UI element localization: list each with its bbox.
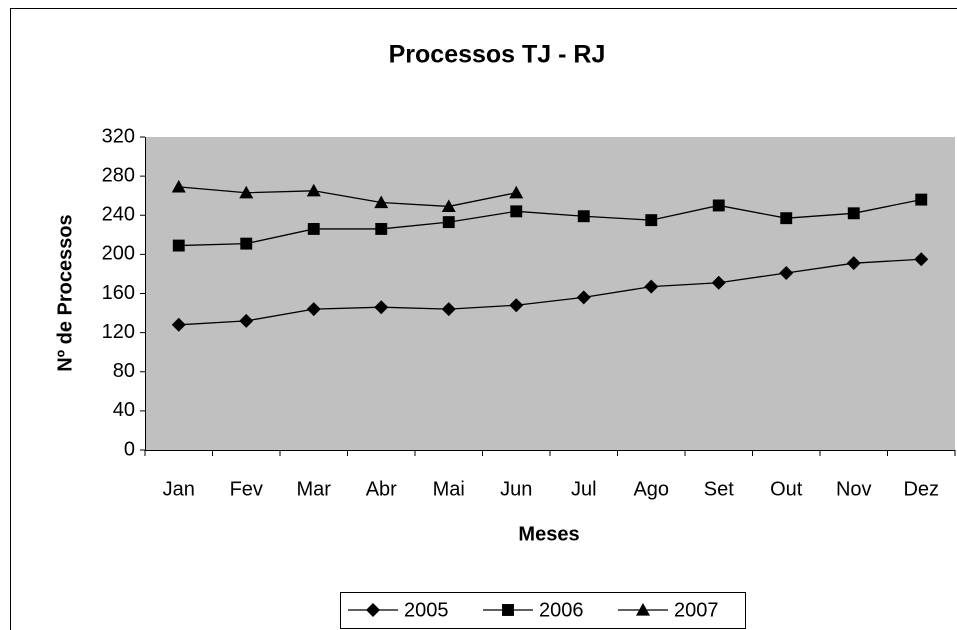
legend-marker [366,603,380,617]
legend-label: 2007 [674,599,719,621]
x-tick-label: Set [704,478,734,500]
legend-box [340,592,746,629]
y-tick-label: 320 [102,125,135,147]
legend-label: 2006 [539,599,584,621]
legend-marker [502,604,514,616]
x-tick-label: Out [770,478,803,500]
x-tick-label: Jan [163,478,195,500]
marker [644,279,659,294]
marker [914,252,929,267]
y-tick-label: 40 [113,399,135,421]
y-tick-label: 120 [102,321,135,343]
y-tick-label: 240 [102,204,135,226]
marker [577,210,590,223]
series-line [178,186,517,208]
y-tick-label: 200 [102,243,135,265]
marker [239,185,254,199]
y-tick-label: 160 [102,282,135,304]
marker [510,205,523,218]
legend-label: 2005 [404,599,449,621]
marker [306,302,321,317]
x-tick-label: Dez [903,478,939,500]
x-tick-label: Jul [571,478,597,500]
x-tick-label: Fev [230,478,263,500]
x-tick-label: Mar [297,478,332,500]
y-tick-label: 80 [113,360,135,382]
marker [374,195,389,209]
marker [240,237,253,250]
marker [171,179,186,193]
marker [239,313,254,328]
chart-title: Processos TJ - RJ [389,41,606,69]
marker [712,199,725,212]
y-tick-label: 0 [124,438,135,460]
marker [441,199,456,213]
marker [442,216,455,229]
marker [509,298,524,313]
series-line [178,198,922,247]
plot-area [145,137,955,450]
marker [509,185,524,199]
marker [306,183,321,197]
x-tick-label: Nov [836,478,872,500]
marker [171,317,186,332]
marker [441,302,456,317]
marker [374,300,389,315]
marker [172,239,185,252]
y-axis-title: Nº de Processos [54,214,76,371]
x-tick-label: Abr [366,478,397,500]
marker [711,275,726,290]
x-tick-label: Mai [433,478,465,500]
marker [780,212,793,225]
x-tick-label: Jun [500,478,532,500]
marker [645,214,658,227]
marker [375,222,388,235]
marker [779,265,794,280]
x-axis-title: Meses [518,523,579,545]
chart-border [10,8,957,630]
marker [915,193,928,206]
marker [576,290,591,305]
x-tick-label: Ago [633,478,669,500]
marker [846,256,861,271]
marker [307,222,320,235]
marker [847,207,860,220]
y-tick-label: 280 [102,164,135,186]
legend-marker [636,603,650,616]
series-line [178,258,922,326]
